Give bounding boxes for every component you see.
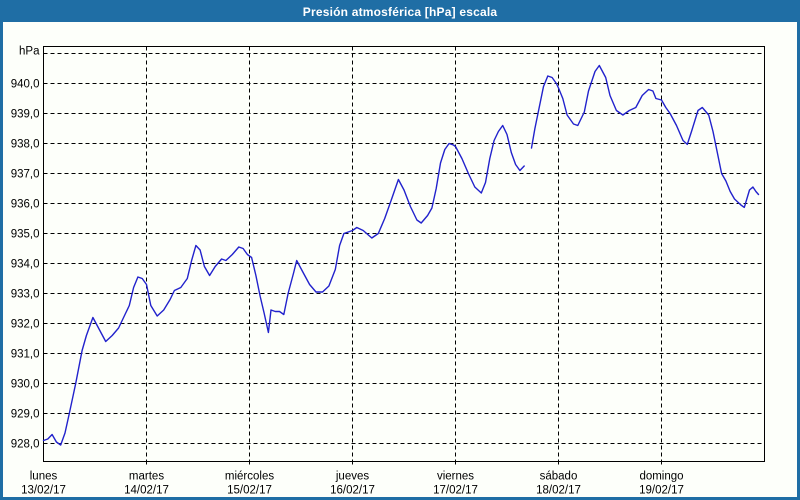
day-name-label: sábado (540, 471, 578, 483)
y-tick-label: 933,0 (11, 289, 40, 301)
y-tick-label: 929,0 (11, 409, 40, 421)
day-date-label: 14/02/17 (124, 485, 169, 497)
day-date-label: 16/02/17 (330, 485, 375, 497)
day-name-label: lunes (30, 471, 58, 483)
chart-title: Presión atmosférica [hPa] escala (302, 5, 498, 19)
day-date-label: 17/02/17 (433, 485, 478, 497)
y-tick-label: 934,0 (11, 259, 40, 271)
day-name-label: miércoles (225, 471, 274, 483)
y-tick-label: 932,0 (11, 319, 40, 331)
pressure-line (42, 64, 760, 446)
title-bar: Presión atmosférica [hPa] escala (3, 3, 797, 22)
day-name-label: domingo (639, 471, 683, 483)
y-tick-label: 937,0 (11, 169, 40, 181)
y-tick-label: 936,0 (11, 199, 40, 211)
day-date-label: 19/02/17 (639, 485, 684, 497)
unit-label: hPa (19, 46, 40, 58)
y-tick-label: 935,0 (11, 229, 40, 241)
day-name-label: jueves (335, 471, 369, 483)
y-tick-label: 928,0 (11, 439, 40, 451)
day-date-label: 13/02/17 (21, 485, 66, 497)
day-name-label: martes (129, 471, 164, 483)
day-name-label: viernes (437, 471, 474, 483)
y-tick-label: 940,0 (11, 79, 40, 91)
plot-border (43, 46, 765, 462)
y-tick-label: 939,0 (11, 109, 40, 121)
y-tick-label: 931,0 (11, 349, 40, 361)
day-date-label: 15/02/17 (227, 485, 272, 497)
y-tick-label: 938,0 (11, 139, 40, 151)
pressure-chart: 940,0 939,0 938,0 937,0 936,0 935,0 934,0 933,0… (11, 46, 765, 497)
y-tick-label: 930,0 (11, 379, 40, 391)
day-date-label: 18/02/17 (536, 485, 581, 497)
